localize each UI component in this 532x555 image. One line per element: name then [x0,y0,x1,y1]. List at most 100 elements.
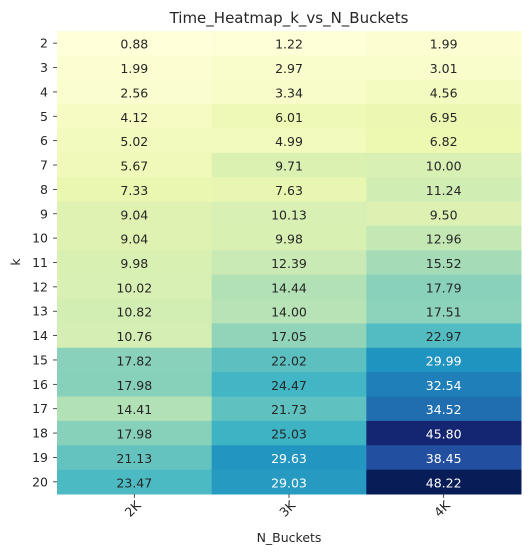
cell-value-label: 38.45 [426,451,462,466]
cell-value-label: 22.97 [426,329,462,344]
cell-value-label: 14.41 [116,402,152,417]
heatmap-cell [366,469,522,495]
y-tick-label: 14 [32,328,48,343]
y-tick-label: 8 [40,182,48,197]
heatmap-cells: 0.88 1.22 1.99 1.99 2.97 3.01 2.56 3.34 4.56 4.12… [57,31,522,495]
heatmap-cell [211,347,367,373]
cell-value-label: 17.05 [271,329,307,344]
cell-value-label: 7.33 [120,183,148,198]
heatmap-cell [366,104,522,129]
cell-value-label: 12.39 [271,256,307,271]
heatmap-cell [211,372,367,398]
cell-value-label: 34.52 [426,402,462,417]
y-tick-label: 12 [32,279,48,294]
heatmap-cell [211,299,367,324]
y-tick-label: 18 [32,426,48,441]
cell-value-label: 1.99 [430,37,458,52]
cell-value-label: 4.56 [430,85,458,100]
cell-value-label: 4.99 [275,134,303,149]
heatmap-cell [57,128,213,154]
heatmap-cell [211,469,367,495]
heatmap-cell [366,420,522,446]
cell-value-label: 6.95 [430,110,458,125]
x-axis-label: N_Buckets [257,530,322,545]
cell-value-label: 7.63 [275,183,303,198]
heatmap-cell [211,420,367,446]
cell-value-label: 45.80 [426,427,462,442]
cell-value-label: 23.47 [116,475,152,490]
cell-value-label: 12.96 [426,232,462,247]
y-tick-label: 7 [40,158,48,173]
heatmap-cell [366,299,522,324]
x-tick-label: 4K [431,497,454,520]
cell-value-label: 25.03 [271,427,307,442]
cell-value-label: 22.02 [271,353,307,368]
y-tick-label: 16 [32,377,48,392]
heatmap-cell [366,347,522,373]
cell-value-label: 24.47 [271,378,307,393]
cell-value-label: 21.13 [116,451,152,466]
cell-value-label: 17.79 [426,280,462,295]
y-tick-label: 4 [40,84,48,99]
cell-value-label: 10.76 [116,329,152,344]
y-tick-label: 2 [40,36,48,51]
y-axis-label: k [8,258,23,266]
heatmap-cell [366,250,522,276]
heatmap-cell [211,104,367,129]
cell-value-label: 10.13 [271,207,307,222]
y-tick-label: 5 [40,109,48,124]
heatmap-cell [57,347,213,373]
heatmap-cell [366,372,522,398]
cell-value-label: 17.51 [426,305,462,320]
cell-value-label: 17.98 [116,427,152,442]
heatmap-cell [57,104,213,129]
heatmap-cell [57,201,213,227]
y-tick-labels: 2 3 4 5 6 7 8 9 10 11 12 13 14 15 16 17 18 19 20 [32,36,57,489]
heatmap-cell [366,128,522,154]
heatmap-cell [211,201,367,227]
x-tick-labels: 2K 3K 4K [122,494,454,520]
heatmap-cell [366,55,522,81]
cell-value-label: 17.98 [116,378,152,393]
heatmap-cell [57,79,213,105]
heatmap-cell [57,177,213,203]
heatmap-cell [366,31,522,56]
y-tick-label: 3 [40,60,48,75]
heatmap-cell [211,445,367,471]
heatmap-cell [366,396,522,422]
cell-value-label: 29.03 [271,475,307,490]
cell-value-label: 10.02 [116,280,152,295]
heatmap-cell [366,323,522,349]
y-tick-label: 6 [40,133,48,148]
cell-value-label: 5.67 [120,159,148,174]
cell-value-label: 5.02 [120,134,148,149]
y-tick-label: 11 [32,255,48,270]
cell-value-label: 0.88 [120,37,148,52]
heatmap-cell [211,31,367,56]
heatmap-cell [57,372,213,398]
cell-value-label: 9.04 [120,207,148,222]
heatmap-cell [366,79,522,105]
chart-title: Time_Heatmap_k_vs_N_Buckets [169,9,409,28]
heatmap-cell [57,420,213,446]
heatmap-cell [366,274,522,300]
cell-value-label: 32.54 [426,378,462,393]
cell-value-label: 14.44 [271,280,307,295]
cell-value-label: 2.56 [120,85,148,100]
cell-value-label: 10.00 [426,159,462,174]
cell-value-label: 10.82 [116,305,152,320]
cell-value-label: 2.97 [275,61,303,76]
heatmap-cell [211,225,367,251]
x-tick-label: 2K [122,497,145,520]
heatmap-cell [57,445,213,471]
y-tick-label: 19 [32,450,48,465]
heatmap-cell [366,445,522,471]
heatmap-cell [366,152,522,178]
cell-value-label: 6.82 [430,134,458,149]
heatmap-cell [57,31,213,56]
cell-value-label: 14.00 [271,305,307,320]
heatmap-cell [57,152,213,178]
cell-value-label: 15.52 [426,256,462,271]
heatmap-cell [211,396,367,422]
heatmap-cell [57,274,213,300]
